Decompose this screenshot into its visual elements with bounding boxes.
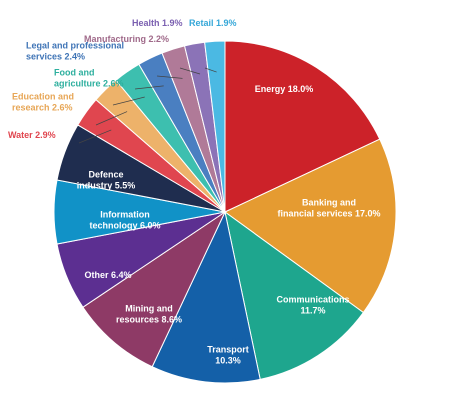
- leader-line-legal-and-professional-services: [134, 85, 164, 90]
- data-label-retail: Retail 1.9%: [189, 18, 237, 28]
- pie-slice-retail: [204, 40, 226, 213]
- pie-slice-transport: [151, 210, 261, 384]
- leader-line-manufacturing: [156, 75, 183, 79]
- data-label-transport: Transport 10.3%: [207, 345, 249, 366]
- data-label-legal-and-professional-services: Legal and professional services 2.4%: [26, 41, 124, 62]
- data-label-other: Other 6.4%: [84, 270, 131, 280]
- data-label-information-technology: Information technology 6.0%: [89, 210, 160, 231]
- data-label-energy: Energy 18.0%: [255, 84, 314, 94]
- data-label-mining-and-resources: Mining and resources 8.6%: [116, 304, 182, 325]
- pie-slice-mining-and-resources: [82, 210, 227, 368]
- pie-slice-banking-and-financial-services: [224, 138, 397, 314]
- data-label-defence-industry: Defence industry 5.5%: [77, 170, 136, 191]
- leader-line-education-and-research: [95, 111, 128, 126]
- data-label-food-and-agriculture: Food and agriculture 2.6%: [54, 68, 124, 89]
- data-label-banking-and-financial-services: Banking and financial services 17.0%: [277, 198, 380, 219]
- pie-slice-energy: [224, 40, 381, 213]
- leader-line-water: [78, 129, 112, 144]
- leader-line-health: [179, 67, 201, 75]
- pie-slice-communications: [224, 210, 365, 380]
- data-label-communications: Communications 11.7%: [276, 295, 349, 316]
- data-label-education-and-research: Education and research 2.6%: [12, 92, 74, 113]
- leader-line-retail: [204, 67, 217, 73]
- labels-layer: Energy 18.0% Banking and financial service…: [8, 18, 381, 366]
- data-label-health: Health 1.9%: [132, 18, 183, 28]
- data-label-manufacturing: Manufacturing 2.2%: [84, 34, 169, 44]
- leader-line-food-and-agriculture: [112, 96, 145, 106]
- leader-lines-layer: [78, 67, 217, 144]
- data-label-water: Water 2.9%: [8, 130, 56, 140]
- slices-layer: [53, 40, 397, 384]
